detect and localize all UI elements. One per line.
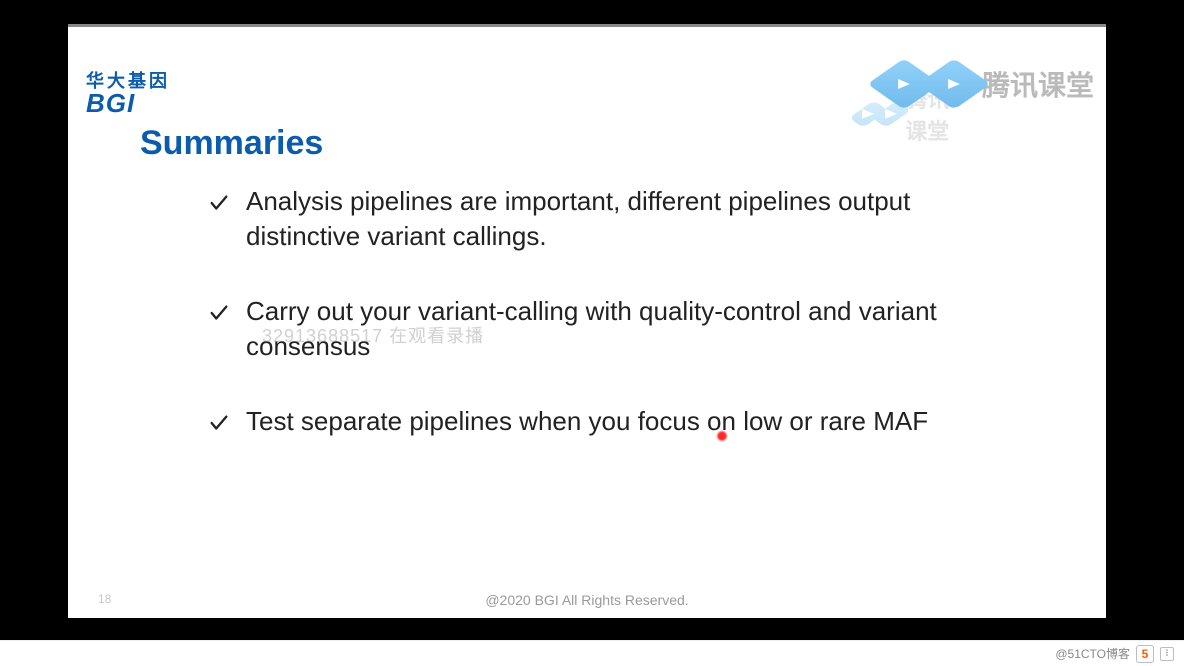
- tencent-watermark: 腾讯课堂 腾讯课堂: [882, 62, 1094, 106]
- bullet-item: Carry out your variant-calling with qual…: [208, 294, 1028, 364]
- bullet-text: Test separate pipelines when you focus o…: [246, 404, 1028, 439]
- bgi-logo-en: BGI: [86, 90, 170, 116]
- check-icon: [208, 408, 236, 436]
- credit-bar: @51CTO博客 5 ⁝: [0, 640, 1184, 666]
- check-icon: [208, 188, 236, 216]
- slide: 华大基因 BGI Summaries Analysis pipelines ar…: [68, 24, 1106, 618]
- bullet-item: Test separate pipelines when you focus o…: [208, 404, 1028, 439]
- credit-menu-icon: ⁝: [1160, 647, 1174, 661]
- bullet-text: Analysis pipelines are important, differ…: [246, 184, 1028, 254]
- bullet-item: Analysis pipelines are important, differ…: [208, 184, 1028, 254]
- bgi-logo: 华大基因 BGI: [86, 72, 170, 116]
- tencent-watermark-text: 腾讯课堂: [982, 64, 1094, 104]
- check-icon: [208, 298, 236, 326]
- bullet-list: Analysis pipelines are important, differ…: [208, 184, 1028, 479]
- credit-logo-icon: 5: [1136, 645, 1154, 663]
- slide-top-border: [68, 24, 1106, 27]
- bullet-text: Carry out your variant-calling with qual…: [246, 294, 1028, 364]
- credit-text: @51CTO博客: [1055, 645, 1130, 662]
- slide-title: Summaries: [140, 124, 323, 163]
- slide-footer: @2020 BGI All Rights Reserved.: [68, 592, 1106, 608]
- video-frame: 华大基因 BGI Summaries Analysis pipelines ar…: [0, 0, 1184, 640]
